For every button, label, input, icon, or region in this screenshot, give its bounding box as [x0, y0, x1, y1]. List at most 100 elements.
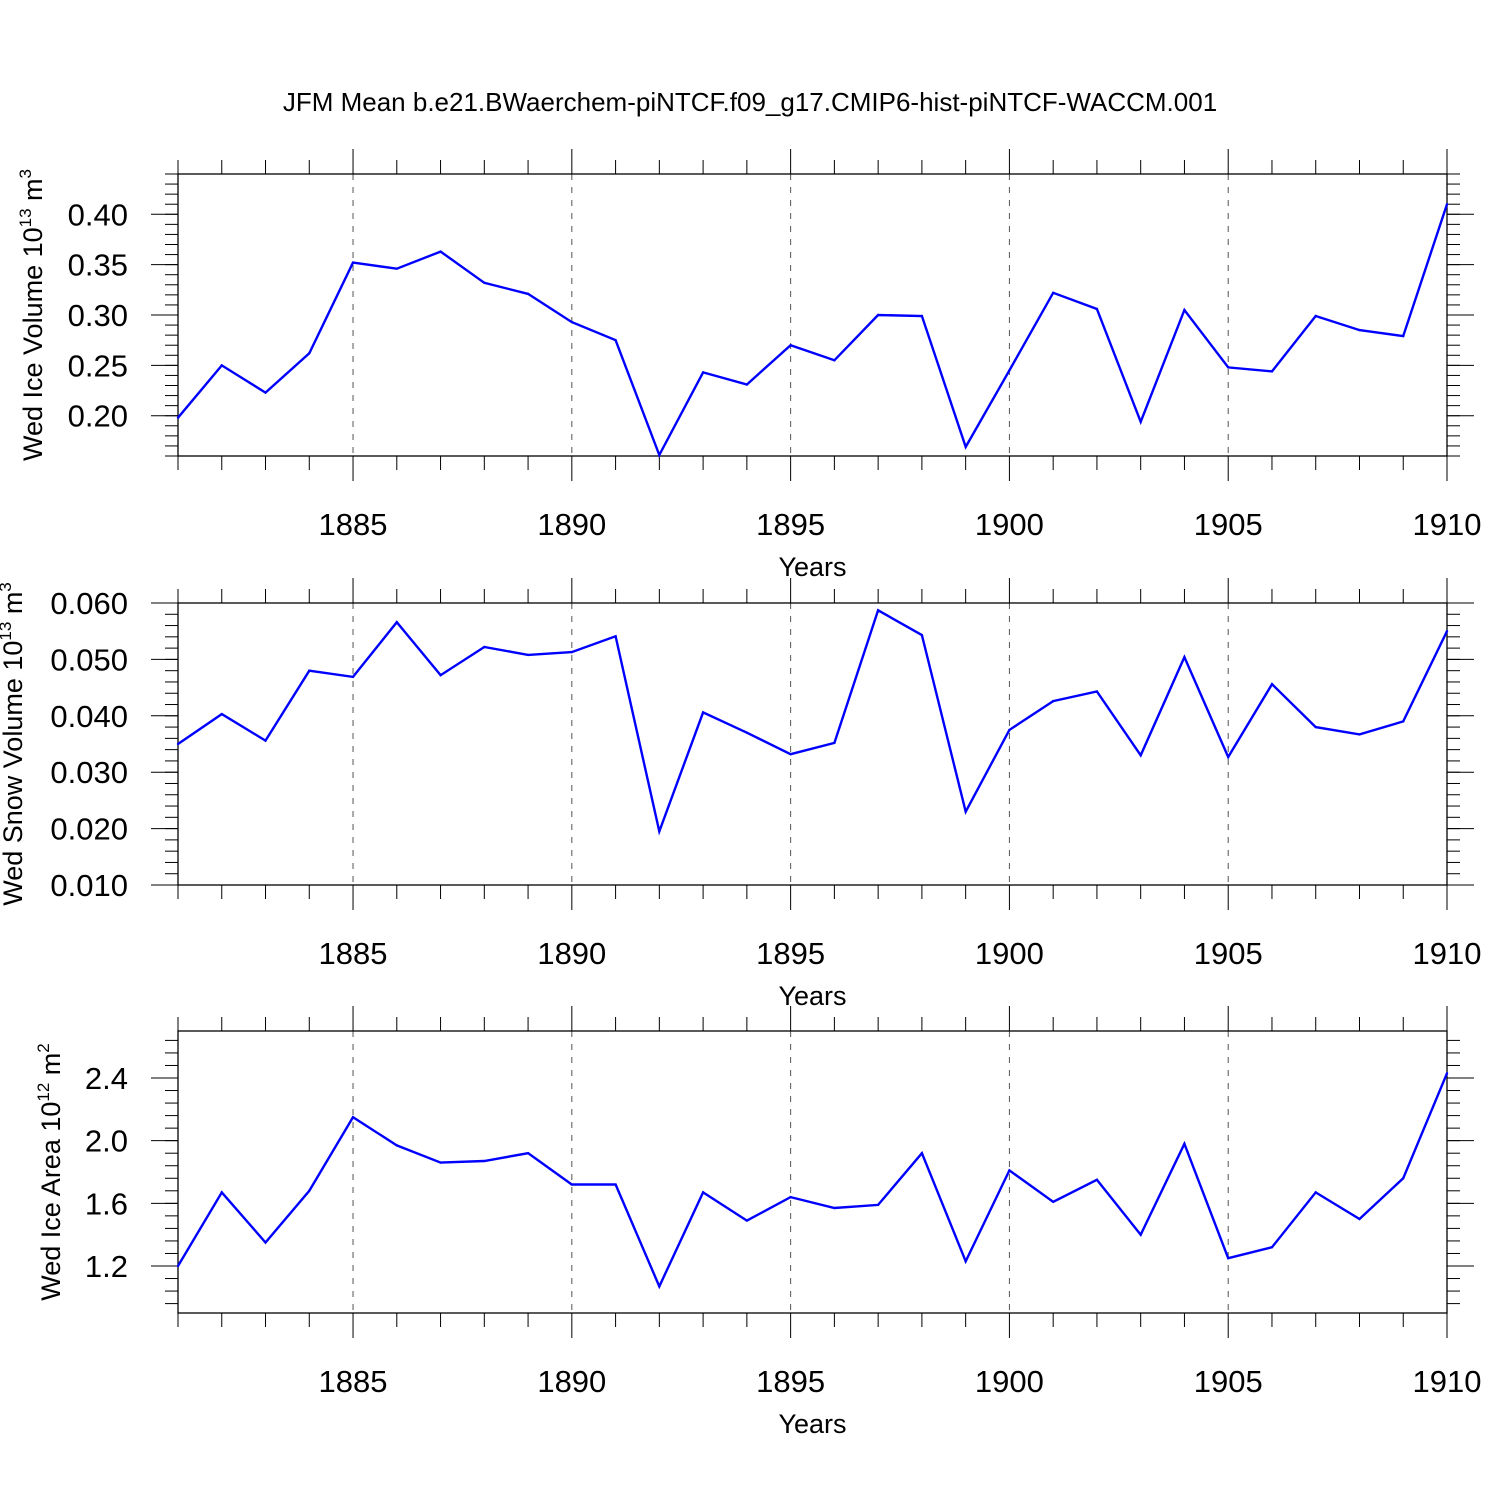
y-tick-label: 0.040 [50, 699, 128, 734]
panels: 0.20 0.25 0.30 0.35 0.40 1885 1890 1895 1900 1905… [0, 149, 1481, 1439]
chart-panel-1: 0.20 0.25 0.30 0.35 0.40 1885 1890 1895 1900 1905… [16, 149, 1481, 582]
data-point [220, 1191, 223, 1194]
data-point [833, 741, 836, 745]
data-point [920, 314, 924, 318]
data-point [876, 1203, 880, 1207]
data-point [614, 635, 617, 638]
x-tick-label: 1895 [756, 936, 825, 971]
y-axis-title: Wed Snow Volume 1013 m3 [0, 582, 28, 906]
data-point [658, 1285, 661, 1288]
data-point [745, 383, 749, 386]
y-tick-label: 0.40 [68, 197, 128, 232]
series-line [176, 1072, 1449, 1290]
data-point [308, 352, 311, 355]
data-point [658, 830, 661, 833]
y-tick-label: 0.030 [50, 755, 128, 790]
data-point [1358, 328, 1361, 332]
data-point [439, 673, 442, 677]
data-point [876, 313, 880, 317]
y-tick-label: 0.020 [50, 812, 128, 847]
x-tick-label: 1900 [975, 507, 1044, 542]
y-tick-label: 0.060 [50, 586, 128, 621]
data-point [220, 712, 223, 716]
y-tick-label: 0.30 [68, 298, 128, 333]
data-point [789, 752, 792, 756]
plot-frame [177, 602, 1448, 886]
data-point [526, 653, 530, 657]
x-tick-label: 1905 [1194, 507, 1263, 542]
data-point [1008, 369, 1011, 372]
data-point [614, 338, 617, 342]
chart-panel-2: 0.010 0.020 0.030 0.040 0.050 0.060 1885 1890 18… [0, 578, 1481, 1011]
data-point [395, 620, 398, 624]
y-axis-title-unit-sup: 2 [34, 1043, 53, 1052]
data-point [526, 292, 530, 296]
data-point [964, 810, 967, 813]
figure-title: JFM Mean b.e21.BWaerchem-piNTCF.f09_g17.… [283, 87, 1217, 117]
data-point [1314, 314, 1317, 318]
y-axis-title-main: Wed Ice Volume 10 [18, 227, 48, 461]
y-tick-label: 2.4 [85, 1061, 128, 1096]
data-point [395, 1144, 398, 1147]
data-point [1270, 370, 1274, 373]
data-point [176, 1264, 180, 1268]
data-point [570, 650, 574, 654]
data-point [483, 281, 486, 284]
plot-frame [177, 1030, 1448, 1314]
y-axis-title-unit: m [36, 1053, 66, 1083]
data-point [701, 371, 705, 374]
data-point [701, 1191, 705, 1194]
x-tick-label: 1885 [319, 936, 388, 971]
x-tick-label: 1910 [1413, 936, 1482, 971]
x-tick-label: 1900 [975, 1364, 1044, 1399]
data-point [1139, 754, 1142, 757]
y-axis-title: Wed Ice Area 1012 m2 [34, 1043, 66, 1301]
x-tick-label: 1895 [756, 1364, 825, 1399]
y-axis-title-unit: m [0, 592, 28, 622]
data-point [1139, 420, 1142, 423]
data-point [439, 1161, 442, 1164]
data-point [1095, 1178, 1099, 1182]
data-point [1139, 1233, 1142, 1236]
x-tick-label: 1910 [1413, 507, 1482, 542]
data-point [920, 1152, 924, 1155]
data-point [1095, 307, 1099, 311]
data-point [483, 1159, 486, 1163]
y-tick-label: 0.25 [68, 348, 128, 383]
data-point [745, 1219, 749, 1222]
data-point [1358, 733, 1361, 736]
data-point [833, 359, 836, 362]
x-axis-title: Years [778, 981, 846, 1011]
y-tick-label: 0.050 [50, 642, 128, 677]
y-axis-title-unit: m [18, 178, 48, 208]
data-point [1270, 1246, 1274, 1249]
data-point [220, 364, 223, 367]
data-point [439, 250, 442, 253]
y-axis-title: Wed Ice Volume 1013 m3 [16, 169, 48, 461]
series-line [177, 608, 1449, 836]
x-tick-label: 1890 [537, 936, 606, 971]
data-point [1227, 366, 1230, 369]
data-point [1051, 699, 1055, 703]
y-tick-label: 2.0 [85, 1124, 128, 1159]
y-axis-title-unit-sup: 3 [16, 169, 35, 178]
y-axis-title-unit-sup: 3 [0, 582, 15, 591]
y-axis-title-main: Wed Snow Volume 10 [0, 641, 28, 906]
y-tick-label: 0.010 [50, 868, 128, 903]
data-point [833, 1206, 836, 1210]
data-point [1008, 728, 1011, 732]
data-point [658, 453, 661, 457]
data-point [351, 261, 355, 264]
data-point [1183, 655, 1186, 659]
x-tick-label: 1890 [537, 507, 606, 542]
y-tick-label: 0.35 [68, 248, 128, 283]
x-tick-label: 1885 [319, 1364, 388, 1399]
data-point [351, 1115, 355, 1119]
y-tick-label: 1.2 [85, 1249, 128, 1284]
y-tick-label: 0.20 [68, 399, 128, 434]
data-point [789, 344, 792, 347]
x-tick-label: 1890 [537, 1364, 606, 1399]
data-point [920, 633, 924, 637]
data-point [1402, 334, 1405, 338]
